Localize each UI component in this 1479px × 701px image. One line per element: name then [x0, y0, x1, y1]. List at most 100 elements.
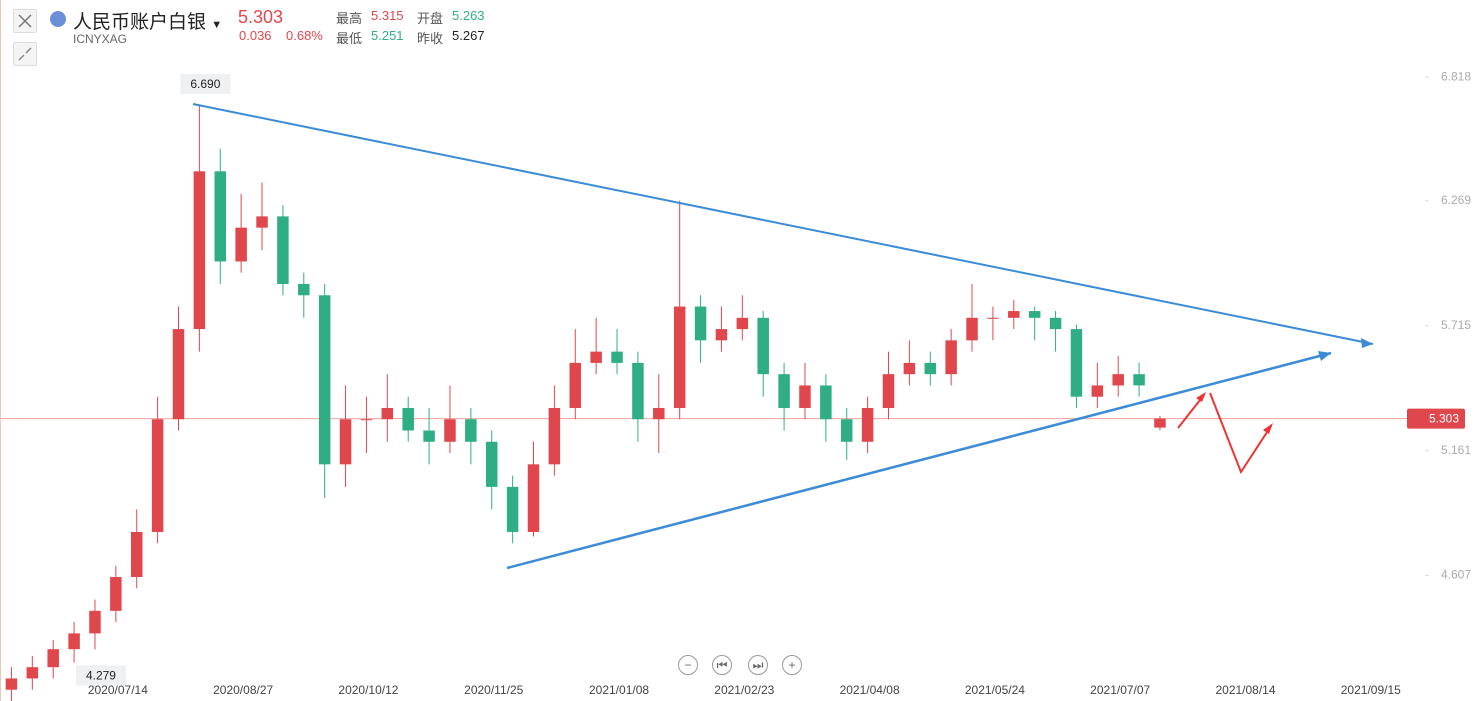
candle-body [465, 419, 477, 442]
candle-body [381, 407, 394, 420]
price-tag-label: 5.303 [1429, 412, 1459, 426]
candle-body [632, 362, 644, 420]
candle-body [715, 329, 728, 341]
candle-body [548, 407, 561, 465]
candle-body [402, 407, 414, 431]
candle-body [26, 667, 39, 679]
extreme-label: 4.279 [86, 669, 116, 683]
candle-body [1133, 374, 1145, 386]
stat-label: 最高 [336, 11, 363, 26]
stat-label: 昨收 [417, 31, 444, 46]
forecast-arrow [1209, 392, 1272, 475]
y-tick-label: 6.818 [1441, 69, 1471, 83]
price: 5.303 [238, 7, 284, 27]
candle-body [506, 486, 519, 532]
candle-body [256, 216, 268, 228]
candle-body [214, 171, 227, 262]
x-tick-label: 2021/09/15 [1341, 683, 1401, 697]
y-tick-label: 6.269 [1441, 193, 1471, 207]
candle-body [673, 306, 686, 408]
trend-line [192, 103, 1374, 345]
candle-body [527, 464, 540, 532]
candle-body [130, 531, 143, 578]
candle-body [945, 340, 957, 375]
stat-value: 5.263 [452, 8, 485, 23]
candle-body [966, 317, 978, 341]
candle-body [89, 610, 101, 634]
trend-line [506, 351, 1332, 570]
y-tick-label: 4.607 [1441, 568, 1471, 582]
candle-body [694, 306, 707, 341]
candle-body [820, 385, 832, 420]
candle-body [235, 227, 247, 262]
symbol: ICNYXAG [73, 32, 128, 46]
zoom-out[interactable]: − [678, 655, 698, 675]
candle-body [172, 329, 185, 420]
extreme-label: 6.690 [190, 77, 220, 91]
candle-body [1154, 418, 1166, 428]
candle-body [903, 362, 916, 375]
stat-label: 开盘 [417, 11, 444, 26]
extreme-label-box [180, 73, 231, 94]
x-tick-label: 2021/05/24 [965, 683, 1025, 697]
arrow-head [1318, 351, 1331, 361]
candle-body [590, 351, 602, 363]
x-tick-label: 2020/07/14 [88, 683, 148, 697]
arrow-head [1263, 423, 1273, 434]
candle-body [1112, 374, 1124, 386]
candle-body [1008, 311, 1020, 318]
x-tick-label: 2021/07/07 [1090, 683, 1150, 697]
candle-body [1070, 329, 1083, 397]
candle-body [68, 633, 80, 650]
price-tag [1407, 408, 1465, 429]
candle-body [47, 649, 59, 668]
candle-body [360, 419, 373, 421]
candle-body [1049, 317, 1062, 330]
candle-body [840, 419, 853, 442]
candle-body [339, 419, 352, 465]
candle-body [151, 419, 164, 532]
x-tick-label: 2020/10/12 [338, 683, 398, 697]
arrow-head [1196, 392, 1206, 402]
extreme-label-box [75, 665, 126, 686]
candle-body [736, 317, 749, 330]
candle-body [110, 577, 122, 611]
zoom-in[interactable]: + [782, 655, 802, 675]
plot: 4.607 5.161 5.715 6.269 6.818 2020/07/14 2020/… [1, 69, 1471, 701]
collapse-button[interactable] [13, 42, 37, 66]
go-start[interactable]: ⏮ [712, 655, 732, 675]
stat-value: 5.267 [452, 28, 485, 43]
title: 人民币账户白银 [73, 12, 207, 33]
candle-body [485, 441, 498, 487]
candle-body [799, 385, 811, 408]
x-tick-label: 2020/11/25 [464, 683, 523, 697]
candle-body [1091, 385, 1104, 397]
arrow-head [1361, 338, 1373, 348]
close-button[interactable] [13, 9, 37, 33]
y-tick-label: 5.161 [1441, 443, 1471, 457]
candle-body [778, 374, 790, 408]
candle-body [987, 317, 999, 319]
candle-body [924, 362, 937, 375]
candle-body [1028, 311, 1041, 318]
stat-value: 5.251 [371, 28, 404, 43]
candle-body [861, 407, 874, 442]
candle-body [298, 284, 310, 296]
candle-body [444, 419, 456, 442]
candle-body [611, 351, 623, 363]
go-end[interactable]: ⏭ [748, 655, 768, 675]
dropdown: ▼ [211, 19, 223, 31]
x-tick-label: 2021/02/23 [714, 683, 774, 697]
instrument-title[interactable]: 人民币账户白银 ▼ [73, 7, 222, 34]
candle-body [277, 216, 289, 285]
change-pct: 0.68% [286, 28, 323, 43]
x-tick-label: 2021/08/14 [1215, 683, 1275, 697]
stat-value: 5.315 [371, 8, 404, 23]
candle-body [569, 362, 582, 408]
candle-body [193, 171, 206, 330]
candle-body [318, 295, 331, 465]
x-tick-label: 2021/01/08 [589, 683, 649, 697]
y-tick-label: 5.715 [1441, 318, 1471, 332]
